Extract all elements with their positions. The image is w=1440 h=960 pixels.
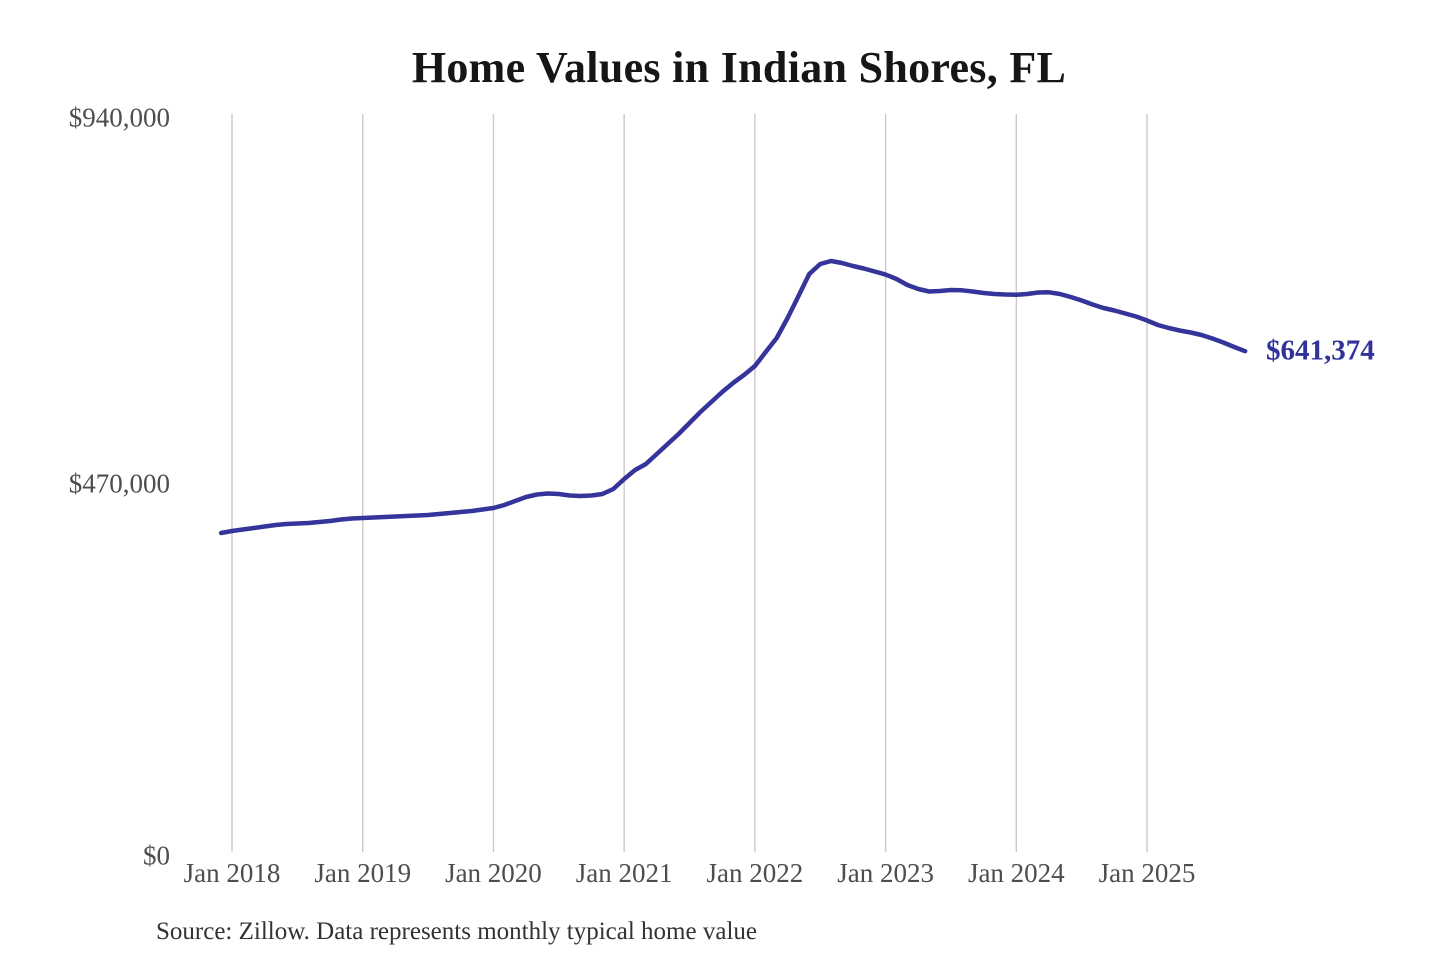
source-note: Source: Zillow. Data represents monthly … [156, 918, 757, 945]
y-axis-tick-label-470000: $470,000 [68, 468, 170, 499]
y-axis-tick-label-940000: $940,000 [68, 102, 170, 133]
x-axis-tick-label-jan-2021: Jan 2021 [575, 858, 673, 888]
x-axis-tick-label-jan-2019: Jan 2019 [314, 858, 412, 888]
x-axis-tick-label-jan-2025: Jan 2025 [1098, 858, 1196, 888]
chart-title: Home Values in Indian Shores, FL [411, 43, 1067, 92]
x-axis-tick-label-jan-2022: Jan 2022 [706, 858, 804, 888]
home-value-line [218, 258, 1248, 536]
y-axis-tick-label-0: $0 [143, 840, 170, 871]
x-axis-tick-label-jan-2024: Jan 2024 [967, 858, 1065, 888]
x-axis-tick-label-jan-2018: Jan 2018 [183, 858, 281, 888]
latest-value-label: $641,374 [1266, 334, 1375, 367]
x-axis-tick-label-jan-2023: Jan 2023 [837, 858, 934, 888]
x-axis-tick-label-jan-2020: Jan 2020 [445, 858, 542, 888]
